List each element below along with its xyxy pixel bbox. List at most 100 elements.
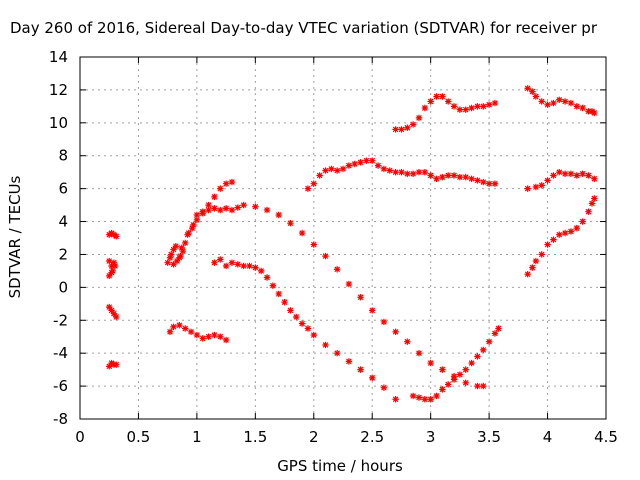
y-tick-label: 10 (49, 114, 68, 132)
data-point (199, 335, 206, 342)
data-point (222, 336, 230, 344)
data-point (170, 323, 177, 331)
data-point (113, 233, 120, 240)
data-point (462, 379, 469, 386)
data-point (172, 243, 180, 250)
data-point (310, 241, 317, 248)
data-point (561, 229, 569, 237)
data-point (339, 165, 347, 173)
data-point (480, 346, 487, 354)
data-point (573, 224, 580, 232)
data-point (211, 331, 218, 339)
data-point (556, 231, 563, 238)
data-point (415, 349, 423, 357)
y-tick-label: 14 (49, 48, 68, 66)
data-point (433, 392, 440, 400)
data-point (421, 168, 429, 176)
data-point (178, 244, 185, 252)
series-arc-g (392, 93, 499, 133)
data-point (182, 325, 189, 332)
data-point (298, 320, 306, 327)
data-point (217, 206, 224, 214)
y-tick-label: 4 (58, 213, 68, 231)
x-tick-label: 0.5 (127, 428, 151, 446)
data-point (450, 373, 458, 380)
data-point (211, 259, 218, 266)
data-point (450, 376, 458, 383)
data-point (380, 384, 388, 391)
data-point (445, 381, 452, 388)
data-point (579, 104, 586, 112)
series-arc-h (409, 325, 502, 403)
y-tick-label: -4 (53, 344, 68, 362)
data-point (468, 104, 475, 112)
data-point (108, 269, 115, 276)
data-point (468, 175, 475, 182)
data-point (591, 195, 598, 202)
data-point (588, 200, 596, 207)
data-point (398, 168, 405, 176)
series-arc-c (166, 201, 487, 390)
data-point (166, 254, 174, 261)
data-point (427, 172, 434, 179)
data-point (427, 359, 434, 367)
data-point (456, 371, 464, 378)
series-arc-a3 (106, 303, 120, 321)
data-point (322, 252, 329, 260)
data-marks (106, 85, 598, 403)
data-point (538, 251, 545, 258)
data-point (474, 177, 481, 184)
data-point (404, 124, 411, 131)
data-point (205, 333, 212, 340)
data-point (524, 85, 531, 92)
data-point (170, 261, 177, 268)
data-point (322, 167, 329, 174)
data-point (184, 231, 191, 238)
data-point (369, 307, 376, 314)
data-point (263, 274, 271, 281)
data-point (304, 185, 312, 192)
data-point (222, 205, 230, 212)
data-point (456, 106, 464, 113)
x-tick-labels: 0 0.5 1 1.5 2 2.5 3 3.5 4 4.5 (75, 428, 618, 446)
data-point (106, 303, 113, 311)
data-point (269, 282, 277, 289)
data-point (240, 262, 247, 270)
x-tick-label: 2 (309, 428, 319, 446)
data-point (275, 290, 282, 298)
y-tick-label: 8 (58, 147, 68, 165)
x-tick-label: 0 (75, 428, 85, 446)
data-point (217, 185, 224, 192)
data-point (415, 114, 423, 122)
data-point (222, 262, 230, 270)
data-point (173, 257, 181, 265)
data-point (561, 98, 569, 105)
data-point (333, 349, 341, 357)
y-tick-label: 0 (58, 278, 68, 296)
series-arc-i (524, 85, 598, 117)
data-point (579, 170, 586, 178)
data-point (445, 98, 452, 105)
data-point (106, 272, 113, 280)
data-point (450, 172, 458, 179)
data-point (263, 206, 271, 214)
data-point (240, 201, 247, 209)
data-point (357, 159, 364, 166)
data-point (538, 182, 545, 189)
data-point (328, 165, 335, 173)
data-point (532, 183, 540, 191)
data-point (480, 382, 487, 390)
data-point (176, 322, 183, 329)
data-point (462, 366, 469, 373)
data-point (228, 259, 236, 266)
data-point (485, 338, 493, 345)
data-point (281, 298, 288, 306)
x-tick-label: 3.5 (477, 428, 501, 446)
data-point (345, 280, 353, 288)
data-point (409, 170, 417, 178)
data-point (404, 170, 411, 178)
x-axis-label: GPS time / hours (277, 457, 403, 475)
data-point (409, 392, 417, 400)
x-tick-label: 3 (426, 428, 436, 446)
data-point (567, 99, 575, 107)
